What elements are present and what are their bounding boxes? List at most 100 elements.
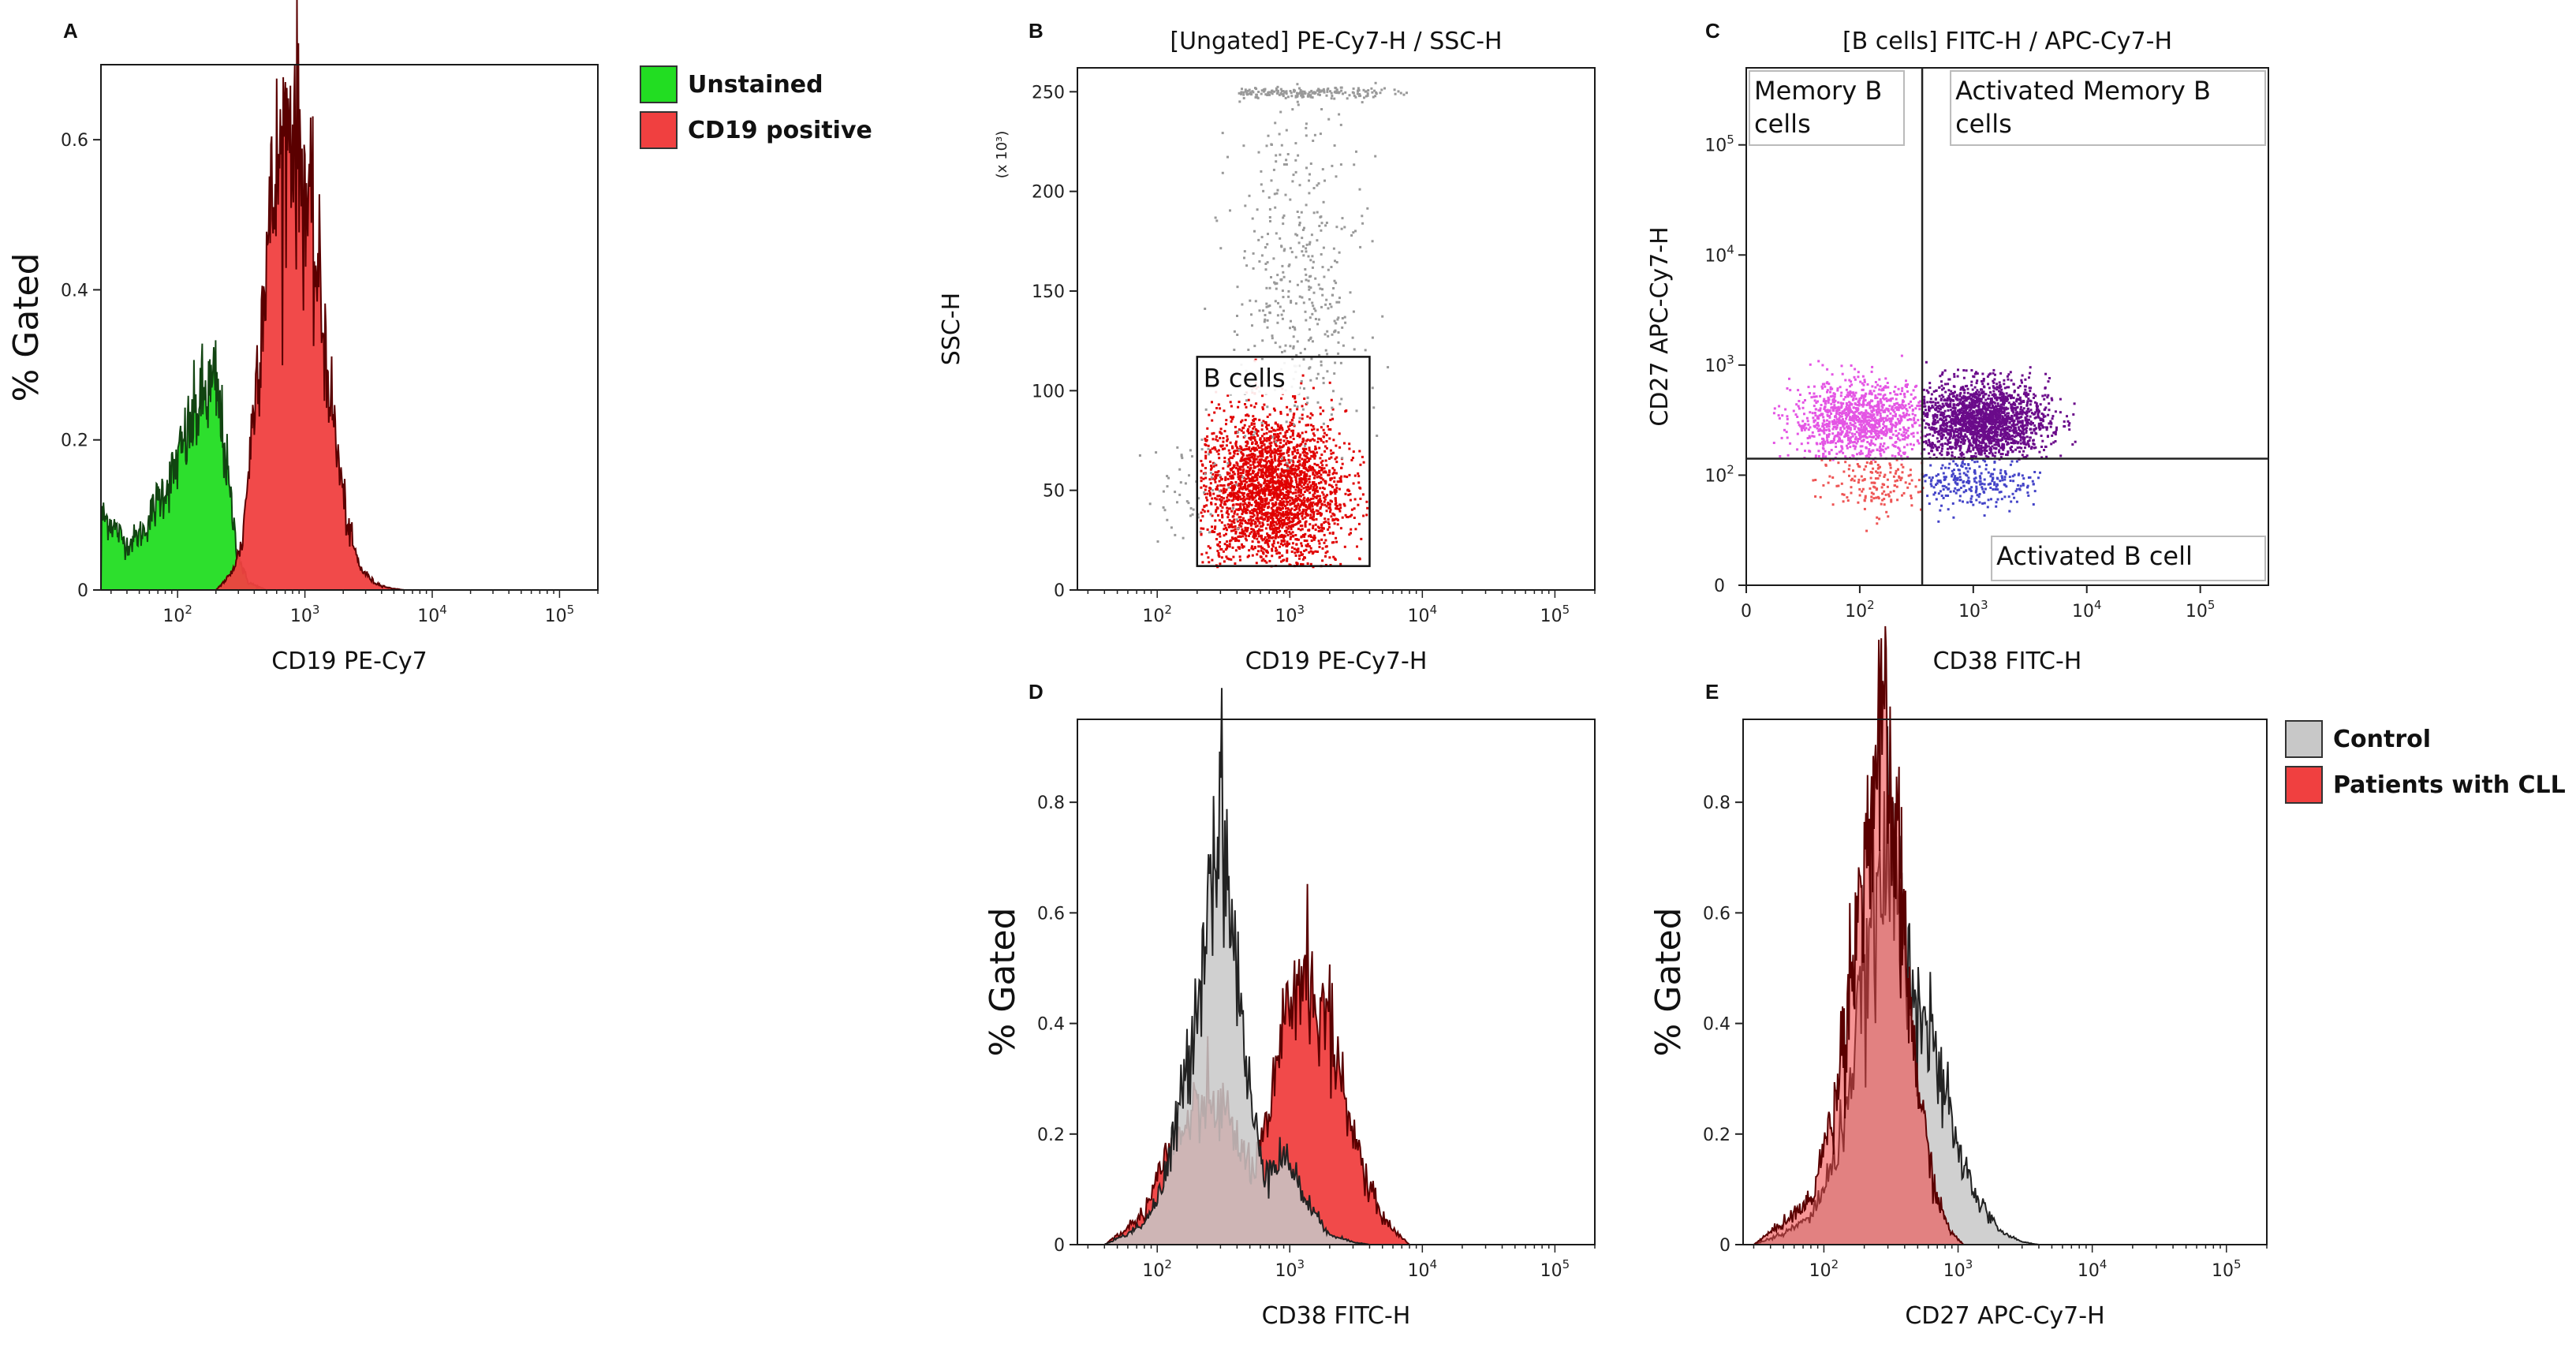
- dot: [1806, 437, 1809, 439]
- dot: [1885, 407, 1888, 410]
- dot: [1357, 88, 1361, 91]
- dot: [1328, 469, 1331, 472]
- dot: [1335, 483, 1338, 487]
- dot: [1322, 428, 1325, 431]
- dot: [1792, 409, 1795, 413]
- x-tick-label: 102: [1142, 603, 1172, 626]
- dot: [1250, 547, 1253, 550]
- dot: [1201, 508, 1204, 511]
- dot: [1275, 506, 1279, 510]
- dot: [1287, 486, 1290, 489]
- dot: [1163, 509, 1167, 512]
- dot: [1305, 452, 1309, 455]
- dot: [1288, 542, 1291, 545]
- dot: [1247, 472, 1250, 475]
- dot: [1253, 536, 1256, 539]
- dot: [1853, 394, 1856, 397]
- dot: [1210, 467, 1213, 470]
- dot: [1891, 454, 1894, 457]
- dot: [1897, 437, 1900, 440]
- dot: [1331, 500, 1334, 503]
- dot: [1236, 449, 1239, 452]
- dot: [1879, 420, 1882, 423]
- dot: [1279, 462, 1282, 465]
- dot: [1293, 327, 1296, 330]
- dot: [1277, 464, 1280, 467]
- dot: [1870, 427, 1873, 430]
- dot: [1889, 430, 1891, 433]
- dot: [1318, 542, 1321, 545]
- dot: [1858, 437, 1861, 440]
- dot: [1293, 413, 1296, 416]
- dot: [1298, 386, 1301, 390]
- dot: [1260, 549, 1263, 552]
- dot: [1902, 451, 1905, 454]
- dot: [1228, 545, 1231, 548]
- dot: [1289, 424, 1291, 427]
- dot: [2022, 450, 2025, 453]
- dot: [1232, 471, 1234, 474]
- dot: [1249, 478, 1253, 481]
- plot-frame-B: [1077, 67, 1596, 591]
- dot: [1880, 405, 1883, 408]
- dot: [1291, 472, 1294, 475]
- dot: [1856, 403, 1859, 406]
- dot: [1241, 522, 1244, 525]
- dot: [1282, 439, 1286, 442]
- dot: [1250, 503, 1253, 506]
- dot: [1848, 431, 1851, 434]
- dot: [1237, 405, 1240, 409]
- dot: [1323, 467, 1326, 470]
- dot: [1229, 209, 1231, 212]
- dot: [1281, 453, 1284, 456]
- dot: [1823, 398, 1826, 401]
- dot: [1280, 468, 1283, 471]
- dot: [1260, 473, 1263, 476]
- dot: [1359, 497, 1362, 500]
- dot: [1912, 443, 1915, 446]
- dot: [1781, 414, 1784, 417]
- dot: [1265, 468, 1268, 471]
- dot: [1302, 487, 1305, 490]
- dot: [1288, 448, 1290, 451]
- dot: [1320, 222, 1323, 225]
- dot: [1223, 447, 1226, 450]
- dot: [1220, 477, 1223, 480]
- dot: [1293, 501, 1296, 504]
- dot: [1235, 502, 1238, 506]
- dot: [1897, 452, 1900, 454]
- dot: [1245, 473, 1248, 476]
- dot: [1910, 404, 1913, 407]
- dot: [1248, 436, 1251, 439]
- dot: [1800, 427, 1803, 430]
- dot: [1305, 250, 1308, 253]
- dot: [1849, 401, 1852, 405]
- dot: [1303, 491, 1306, 493]
- dot: [1276, 314, 1279, 317]
- dot: [1264, 475, 1267, 478]
- dot: [1266, 480, 1269, 483]
- dot: [1229, 524, 1232, 527]
- dot: [1244, 483, 1246, 486]
- dot: [1362, 461, 1365, 464]
- dot: [1306, 507, 1309, 510]
- dot: [1334, 492, 1337, 495]
- dot: [1343, 226, 1346, 229]
- dot: [1882, 433, 1885, 436]
- dot: [1256, 537, 1259, 540]
- dot: [1244, 526, 1247, 529]
- dot: [1338, 91, 1341, 94]
- dot: [1324, 459, 1327, 462]
- dot: [1327, 427, 1331, 431]
- dot: [1241, 456, 1244, 459]
- dot: [1325, 464, 1328, 467]
- dot: [1355, 409, 1358, 413]
- dot: [1266, 405, 1269, 409]
- dot: [1253, 454, 1256, 457]
- dot: [1291, 521, 1294, 524]
- dot: [1210, 476, 1213, 479]
- dot: [1821, 383, 1824, 386]
- dot: [1298, 435, 1301, 439]
- dot: [1235, 461, 1238, 464]
- dot: [1279, 424, 1282, 427]
